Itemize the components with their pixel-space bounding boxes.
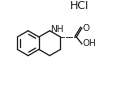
Text: HCl: HCl	[70, 1, 90, 11]
Text: NH: NH	[50, 25, 64, 34]
Text: O: O	[83, 23, 90, 33]
Text: OH: OH	[83, 39, 97, 48]
